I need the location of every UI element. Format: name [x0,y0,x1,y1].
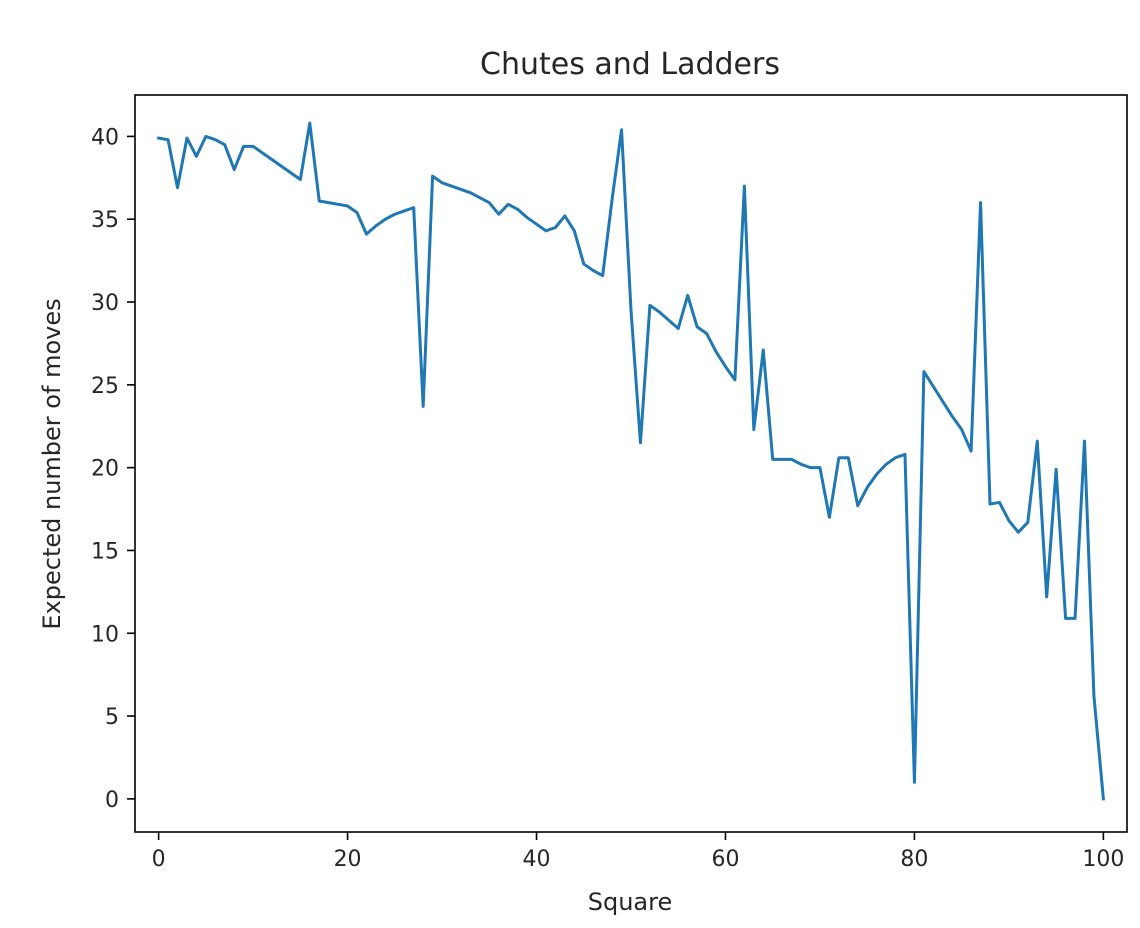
y-axis-label: Expected number of moves [38,298,66,629]
x-tick-label: 0 [152,847,166,872]
y-tick-label: 30 [91,291,119,316]
y-tick-label: 40 [91,125,119,150]
x-tick-label: 60 [711,847,739,872]
chart-title: Chutes and Ladders [480,47,780,82]
y-tick-label: 0 [105,788,119,813]
y-tick-label: 5 [105,705,119,730]
y-tick-label: 25 [91,374,119,399]
x-axis-label: Square [588,888,673,916]
series-line-0 [156,121,1106,801]
x-axis: 0 20 40 60 80 100 [152,832,1124,872]
y-tick-label: 35 [91,208,119,233]
x-tick-label: 80 [900,847,928,872]
plot-area [134,94,1128,833]
y-tick-label: 20 [91,457,119,482]
y-tick-label: 15 [91,539,119,564]
x-tick-label: 20 [334,847,362,872]
plot-frame [134,94,1128,833]
y-axis: 0 5 10 15 20 25 30 35 40 [91,125,135,813]
x-tick-label: 100 [1082,847,1124,872]
y-tick-label: 10 [91,622,119,647]
x-tick-label: 40 [523,847,551,872]
